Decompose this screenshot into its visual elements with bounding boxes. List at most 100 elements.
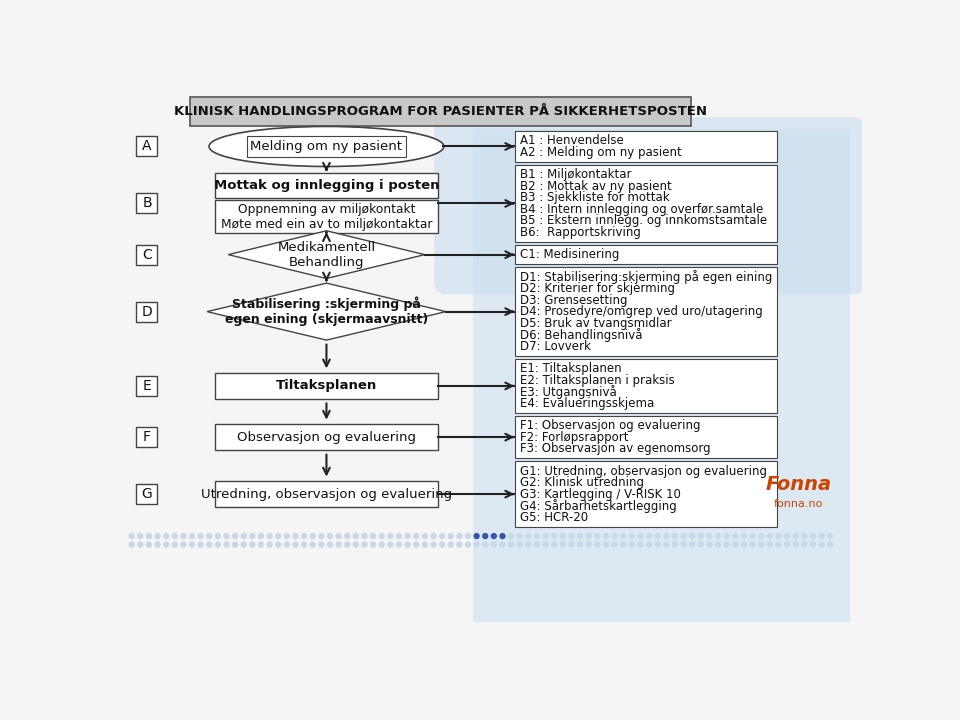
Circle shape xyxy=(595,542,600,547)
Text: B2 : Mottak av ny pasient: B2 : Mottak av ny pasient xyxy=(519,179,671,193)
Text: E: E xyxy=(143,379,152,393)
FancyBboxPatch shape xyxy=(472,129,850,621)
Circle shape xyxy=(345,542,349,547)
Text: Medikamentell
Behandling: Medikamentell Behandling xyxy=(277,240,375,269)
FancyBboxPatch shape xyxy=(516,165,777,242)
Circle shape xyxy=(535,534,540,539)
Circle shape xyxy=(750,542,755,547)
Circle shape xyxy=(180,542,186,547)
Circle shape xyxy=(647,534,652,539)
FancyBboxPatch shape xyxy=(516,416,777,459)
Circle shape xyxy=(784,534,789,539)
Text: E3: Utgangsnivå: E3: Utgangsnivå xyxy=(519,384,616,399)
Circle shape xyxy=(793,542,798,547)
FancyBboxPatch shape xyxy=(434,117,866,294)
Circle shape xyxy=(561,542,565,547)
Circle shape xyxy=(198,534,204,539)
Circle shape xyxy=(819,542,824,547)
FancyBboxPatch shape xyxy=(215,373,438,399)
Circle shape xyxy=(267,534,272,539)
Text: Observasjon og evaluering: Observasjon og evaluering xyxy=(237,431,416,444)
Polygon shape xyxy=(228,231,424,279)
Circle shape xyxy=(500,542,505,547)
Circle shape xyxy=(422,534,427,539)
Text: B3 : Sjekkliste for mottak: B3 : Sjekkliste for mottak xyxy=(519,192,669,204)
Circle shape xyxy=(147,534,152,539)
Text: G3: Kartlegging / V-RISK 10: G3: Kartlegging / V-RISK 10 xyxy=(519,487,681,500)
FancyBboxPatch shape xyxy=(136,427,157,447)
Circle shape xyxy=(258,534,263,539)
Circle shape xyxy=(388,542,393,547)
FancyBboxPatch shape xyxy=(516,462,777,527)
Text: D7: Lovverk: D7: Lovverk xyxy=(519,340,590,353)
Text: D4: Prosedyre/omgrep ved uro/utagering: D4: Prosedyre/omgrep ved uro/utagering xyxy=(519,305,762,318)
Circle shape xyxy=(276,542,280,547)
Circle shape xyxy=(466,542,470,547)
Circle shape xyxy=(517,534,522,539)
Circle shape xyxy=(440,542,444,547)
Circle shape xyxy=(156,534,160,539)
Circle shape xyxy=(673,542,678,547)
Circle shape xyxy=(689,534,695,539)
Circle shape xyxy=(250,534,254,539)
Circle shape xyxy=(276,534,280,539)
Circle shape xyxy=(405,542,410,547)
Text: G: G xyxy=(142,487,153,501)
Text: F3: Observasjon av egenomsorg: F3: Observasjon av egenomsorg xyxy=(519,442,710,455)
Circle shape xyxy=(422,542,427,547)
Circle shape xyxy=(689,542,695,547)
Text: Oppnemning av miljøkontakt
Møte med ein av to miljøkontaktar: Oppnemning av miljøkontakt Møte med ein … xyxy=(221,202,432,230)
Circle shape xyxy=(172,542,178,547)
Polygon shape xyxy=(207,283,445,340)
Circle shape xyxy=(732,534,738,539)
Circle shape xyxy=(431,534,436,539)
Text: Fonna: Fonna xyxy=(765,474,831,494)
Text: F1: Observasjon og evaluering: F1: Observasjon og evaluering xyxy=(519,419,700,432)
Circle shape xyxy=(621,534,626,539)
Circle shape xyxy=(293,534,298,539)
Text: B1 : Miljøkontaktar: B1 : Miljøkontaktar xyxy=(519,168,632,181)
Text: B4 : Intern innlegging og overfør.samtale: B4 : Intern innlegging og overfør.samtal… xyxy=(519,203,763,216)
FancyBboxPatch shape xyxy=(516,131,777,162)
Circle shape xyxy=(310,542,315,547)
Circle shape xyxy=(457,542,462,547)
FancyBboxPatch shape xyxy=(136,484,157,504)
Text: E4: Evalueringsskjema: E4: Evalueringsskjema xyxy=(519,397,654,410)
Circle shape xyxy=(198,542,204,547)
Circle shape xyxy=(327,534,332,539)
Text: F2: Forløpsrapport: F2: Forløpsrapport xyxy=(519,431,628,444)
Circle shape xyxy=(673,534,678,539)
Text: D1: Stabilisering:skjerming på egen eining: D1: Stabilisering:skjerming på egen eini… xyxy=(519,270,772,284)
Text: E2: Tiltaksplanen i praksis: E2: Tiltaksplanen i praksis xyxy=(519,374,675,387)
FancyBboxPatch shape xyxy=(247,136,406,157)
FancyBboxPatch shape xyxy=(516,359,777,413)
Circle shape xyxy=(138,534,143,539)
Circle shape xyxy=(301,542,306,547)
Circle shape xyxy=(802,542,806,547)
Circle shape xyxy=(301,534,306,539)
Circle shape xyxy=(828,534,832,539)
Circle shape xyxy=(630,534,635,539)
Circle shape xyxy=(647,542,652,547)
Text: G4: Sårbarhetskartlegging: G4: Sårbarhetskartlegging xyxy=(519,499,677,513)
Circle shape xyxy=(147,542,152,547)
Circle shape xyxy=(810,542,815,547)
Circle shape xyxy=(267,542,272,547)
Circle shape xyxy=(250,542,254,547)
Circle shape xyxy=(189,542,195,547)
Text: KLINISK HANDLINGSPROGRAM FOR PASIENTER PÅ SIKKERHETSPOSTEN: KLINISK HANDLINGSPROGRAM FOR PASIENTER P… xyxy=(174,105,707,118)
Circle shape xyxy=(656,534,660,539)
Circle shape xyxy=(681,542,686,547)
Text: G5: HCR-20: G5: HCR-20 xyxy=(519,510,588,523)
Circle shape xyxy=(509,534,514,539)
Circle shape xyxy=(612,542,617,547)
Text: G2: Klinisk utredning: G2: Klinisk utredning xyxy=(519,476,644,489)
Text: D6: Behandlingsnivå: D6: Behandlingsnivå xyxy=(519,328,642,342)
Circle shape xyxy=(258,542,263,547)
Circle shape xyxy=(638,534,643,539)
Circle shape xyxy=(517,542,522,547)
Circle shape xyxy=(431,542,436,547)
Circle shape xyxy=(457,534,462,539)
Circle shape xyxy=(474,534,479,539)
Circle shape xyxy=(535,542,540,547)
